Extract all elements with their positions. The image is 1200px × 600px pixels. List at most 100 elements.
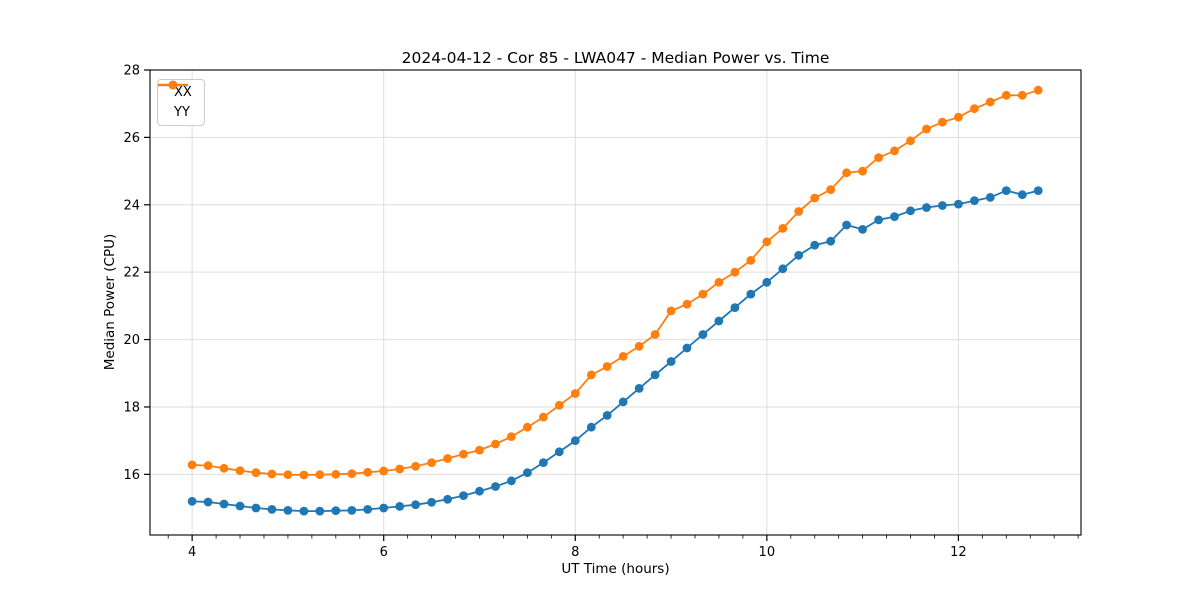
series-yy-point — [283, 470, 293, 480]
series-xx-point — [666, 357, 676, 366]
series-yy-point — [315, 470, 325, 480]
series-xx-point — [698, 330, 708, 339]
series-xx-point — [906, 206, 915, 216]
series-xx-point — [443, 494, 452, 504]
legend: XX YY — [157, 79, 205, 126]
series-xx-point — [267, 505, 277, 514]
series-yy-point — [554, 400, 564, 410]
series-yy-point — [475, 445, 484, 455]
series-yy-point — [682, 299, 692, 309]
series-yy-point — [954, 112, 963, 122]
series-yy-point — [570, 389, 580, 398]
x-tick-label: 10 — [759, 545, 776, 560]
series-xx-point — [427, 497, 436, 507]
series-xx-point — [539, 458, 548, 467]
series-xx-point — [1017, 190, 1027, 200]
series-yy-point — [363, 467, 373, 477]
series-xx-point — [682, 343, 692, 353]
series-xx-point — [970, 196, 979, 206]
legend-label-yy: YY — [174, 105, 190, 120]
series-yy-point — [235, 466, 245, 475]
series-xx-point — [922, 203, 931, 212]
series-xx-point — [778, 264, 788, 274]
y-tick-label: 26 — [123, 131, 140, 146]
series-xx-point — [858, 225, 867, 234]
series-yy-point — [331, 469, 341, 479]
chart-title: 2024-04-12 - Cor 85 - LWA047 - Median Po… — [401, 49, 830, 67]
series-xx-point — [1001, 186, 1011, 196]
legend-item-yy: YY — [158, 80, 192, 120]
series-yy-point — [507, 432, 516, 441]
series-yy-line — [192, 89, 1039, 476]
series-yy-point — [666, 306, 676, 316]
series-yy-point — [203, 461, 213, 470]
series-yy-point — [187, 460, 197, 470]
legend-swatch-yy-icon — [158, 80, 188, 90]
series-yy-point — [922, 124, 931, 134]
legend-label-xx: XX — [174, 85, 192, 100]
series-yy-point — [443, 454, 452, 463]
y-tick-label: 22 — [123, 266, 140, 281]
series-yy-point — [1033, 85, 1043, 95]
series-yy-point — [890, 146, 899, 156]
series-xx-point — [570, 436, 580, 446]
series-xx-point — [794, 250, 804, 260]
series-yy-point — [539, 412, 548, 422]
series-xx-point — [634, 384, 644, 393]
series-xx-point — [826, 236, 836, 246]
series-yy-point — [778, 224, 788, 233]
series-xx-point — [1033, 186, 1043, 196]
series-xx-point — [187, 496, 197, 506]
series-xx-point — [219, 499, 229, 509]
series-xx-point — [746, 289, 756, 299]
series-xx-point — [810, 240, 820, 250]
series-yy-point — [874, 153, 883, 163]
series-xx-point — [890, 212, 899, 222]
series-yy-point — [618, 352, 628, 361]
series-xx-point — [299, 506, 309, 516]
series-yy-point — [347, 469, 357, 479]
series-yy-point — [746, 256, 756, 265]
series-xx-point — [347, 506, 357, 515]
y-tick-label: 18 — [123, 400, 140, 415]
series-xx-point — [618, 397, 628, 407]
series-yy-point — [491, 439, 500, 449]
series-xx-point — [315, 506, 325, 516]
series-xx-point — [251, 503, 261, 513]
series-xx-point — [235, 501, 245, 511]
series-xx-point — [203, 497, 213, 507]
series-yy-point — [395, 464, 405, 474]
series-xx-point — [554, 447, 564, 457]
series-yy-point — [427, 458, 436, 467]
series-xx-line — [192, 189, 1039, 513]
y-tick-label: 24 — [123, 198, 140, 213]
y-tick-label: 16 — [123, 468, 140, 483]
series-yy-point — [634, 341, 644, 351]
series-xx-point — [586, 422, 596, 432]
series-yy-point — [299, 470, 309, 480]
series-yy-point — [730, 267, 740, 277]
series-yy-point — [858, 166, 867, 176]
series-yy-point — [842, 168, 851, 178]
series-yy-point — [810, 193, 820, 203]
series-yy-point — [906, 136, 915, 146]
series-yy-point — [938, 117, 947, 127]
series-xx-point — [650, 370, 660, 380]
series-xx-point — [874, 215, 883, 225]
series-yy-point — [794, 207, 804, 216]
series-yy-point — [650, 330, 660, 339]
x-tick-label: 12 — [950, 545, 967, 560]
series-yy-point — [762, 237, 772, 247]
series-yy-point — [714, 277, 724, 287]
series-yy-point — [459, 449, 468, 459]
series-xx-point — [730, 303, 740, 312]
series-xx-point — [523, 468, 532, 478]
series-xx-point — [475, 486, 484, 496]
series-xx-point — [507, 476, 516, 486]
series-xx-point — [938, 201, 947, 210]
series-xx-point — [363, 505, 373, 514]
y-tick-label: 28 — [123, 64, 140, 79]
series-yy-point — [267, 469, 277, 479]
